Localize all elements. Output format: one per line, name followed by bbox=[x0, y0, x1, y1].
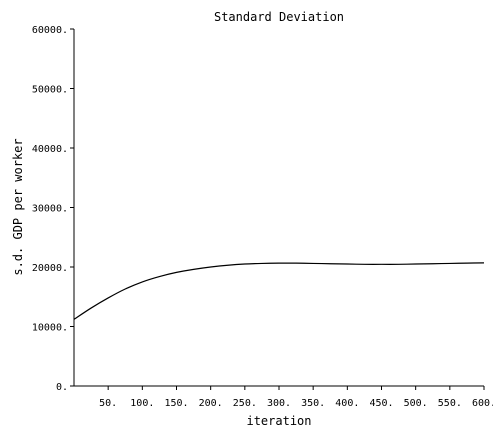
y-tick-label: 20000. bbox=[32, 263, 68, 274]
x-tick-label: 150. bbox=[164, 398, 188, 409]
x-tick-label: 350. bbox=[301, 398, 325, 409]
x-tick-label: 550. bbox=[438, 398, 462, 409]
y-axis-label: s.d. GDP per worker bbox=[11, 138, 25, 275]
y-tick-label: 40000. bbox=[32, 144, 68, 155]
x-tick-label: 100. bbox=[130, 398, 154, 409]
chart-title: Standard Deviation bbox=[214, 10, 344, 24]
x-tick-label: 400. bbox=[335, 398, 359, 409]
x-tick-label: 200. bbox=[199, 398, 223, 409]
y-tick-label: 0. bbox=[56, 382, 68, 393]
series-line bbox=[73, 262, 485, 320]
x-tick-label: 250. bbox=[233, 398, 257, 409]
y-tick-label: 30000. bbox=[32, 204, 68, 215]
x-tick-label: 500. bbox=[404, 398, 428, 409]
series-group bbox=[73, 262, 485, 320]
x-ticks: 50. 100. 150. 200. 250. 300. 350. 400. 450. 500. 5… bbox=[99, 386, 493, 409]
y-ticks: 0. 10000. 20000. 30000. 40000. 50000. 60000. bbox=[32, 25, 74, 393]
x-tick-label: 50. bbox=[99, 398, 117, 409]
y-tick-label: 10000. bbox=[32, 323, 68, 334]
x-tick-label: 600. bbox=[472, 398, 493, 409]
x-tick-label: 300. bbox=[267, 398, 291, 409]
x-axis-label: iteration bbox=[246, 414, 311, 428]
y-tick-label: 60000. bbox=[32, 25, 68, 36]
x-tick-label: 450. bbox=[369, 398, 393, 409]
y-tick-label: 50000. bbox=[32, 85, 68, 96]
